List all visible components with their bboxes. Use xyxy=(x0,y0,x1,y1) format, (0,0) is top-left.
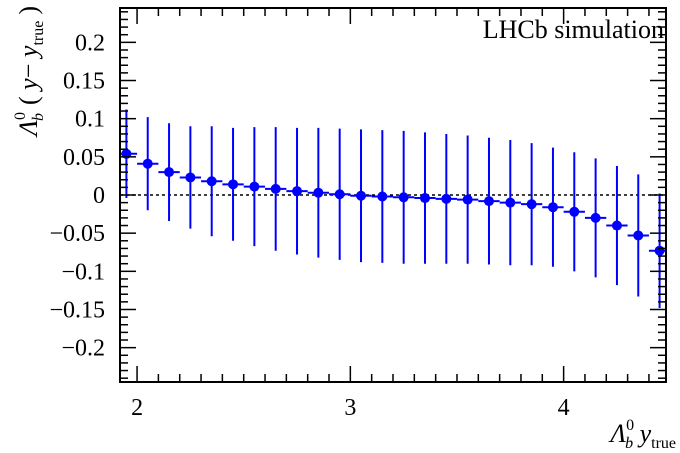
data-marker xyxy=(483,196,494,207)
data-marker xyxy=(441,193,452,204)
chart-annotation: LHCb simulation xyxy=(483,15,664,44)
axis-ticks: 2 3 4 0.2 0.15 0.1 0.05 0 −0.05 −0.1 −0.15 −0.2 xyxy=(49,8,666,421)
data-marker xyxy=(334,189,345,200)
data-marker xyxy=(654,245,665,256)
data-point xyxy=(158,123,180,221)
data-point xyxy=(120,109,138,199)
data-point xyxy=(137,117,159,211)
x-tick-label: 3 xyxy=(344,395,356,421)
y-tick-label: 0.05 xyxy=(63,145,105,171)
data-point xyxy=(627,174,649,297)
data-point xyxy=(329,128,351,260)
data-point xyxy=(606,165,628,286)
data-marker xyxy=(292,186,303,197)
data-point xyxy=(286,127,308,255)
data-marker xyxy=(526,199,537,210)
data-point xyxy=(243,127,266,247)
data-marker xyxy=(185,172,196,183)
data-marker xyxy=(164,167,175,178)
data-point xyxy=(371,130,393,263)
data-point xyxy=(456,135,479,264)
data-marker xyxy=(206,176,217,187)
data-marker xyxy=(228,179,239,190)
data-point xyxy=(393,130,415,264)
y-tick-label: −0.1 xyxy=(61,259,105,285)
data-point xyxy=(435,133,457,264)
data-marker xyxy=(611,220,622,231)
data-marker xyxy=(270,183,281,194)
x-axis-label: Λ0 b ytrue xyxy=(607,417,676,452)
data-point xyxy=(542,147,564,267)
data-point xyxy=(499,140,521,266)
data-point xyxy=(179,126,202,229)
y-tick-label: 0.1 xyxy=(75,107,105,133)
data-marker xyxy=(377,191,388,202)
data-marker xyxy=(356,190,367,201)
data-point xyxy=(222,127,244,241)
data-point xyxy=(520,143,543,266)
data-point xyxy=(201,126,223,237)
data-point xyxy=(584,158,607,278)
data-marker xyxy=(249,181,260,192)
data-marker xyxy=(569,206,580,217)
data-point xyxy=(563,152,585,272)
y-tick-label: −0.15 xyxy=(49,297,105,323)
plot-content xyxy=(120,109,666,308)
data-point xyxy=(414,132,436,264)
data-point xyxy=(648,193,666,308)
y-tick-label: −0.05 xyxy=(49,221,105,247)
data-point xyxy=(478,137,500,265)
data-marker xyxy=(419,193,430,204)
data-marker xyxy=(142,158,153,169)
data-point xyxy=(307,127,330,258)
x-tick-label: 2 xyxy=(131,395,143,421)
y-tick-label: 0 xyxy=(93,183,105,209)
x-tick-label: 4 xyxy=(558,395,570,421)
data-point xyxy=(350,129,372,263)
data-point xyxy=(265,127,287,251)
data-marker xyxy=(505,197,516,208)
y-axis-label: Λ0b( y− ytrue) xyxy=(12,6,47,139)
y-tick-label: 0.2 xyxy=(75,30,105,56)
data-marker xyxy=(313,187,324,198)
data-marker xyxy=(547,202,558,213)
data-marker xyxy=(590,212,601,223)
data-marker xyxy=(633,230,644,241)
y-tick-label: 0.15 xyxy=(63,69,105,95)
y-tick-label: −0.2 xyxy=(61,336,105,362)
data-marker xyxy=(462,194,473,205)
data-marker xyxy=(398,192,409,203)
